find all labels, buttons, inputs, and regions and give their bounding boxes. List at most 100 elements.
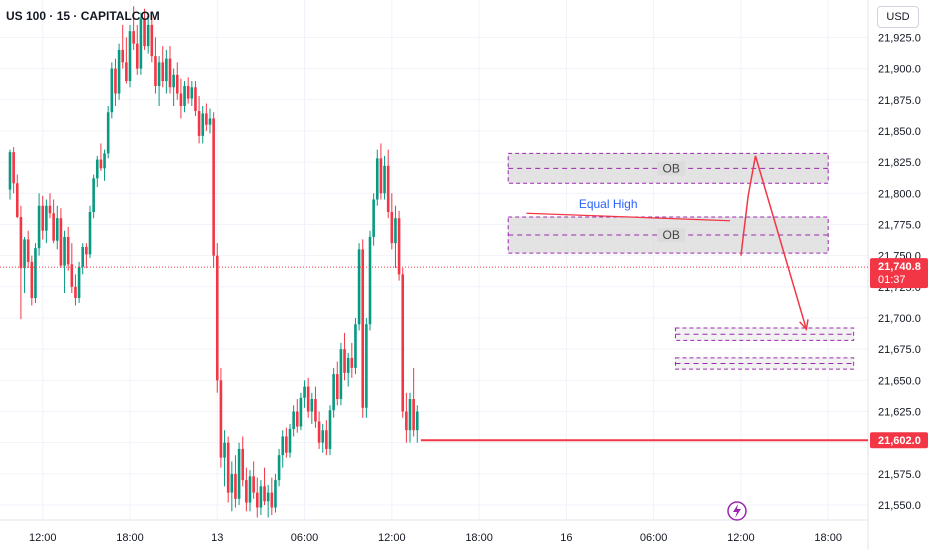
candle-body (34, 248, 37, 299)
candle-body (157, 62, 161, 87)
candle-body (317, 421, 321, 443)
candle-body (92, 178, 95, 212)
candle-body (106, 112, 110, 154)
equal-high-line (526, 212, 731, 222)
candle-body (175, 74, 179, 94)
candle-body (288, 428, 292, 453)
candle-body (223, 442, 226, 458)
candle-body (110, 68, 114, 113)
projection-arrowhead (799, 319, 809, 331)
countdown-label: 01:37 (878, 274, 906, 286)
time-tick-label: 12:00 (727, 532, 755, 544)
candle-body (197, 110, 201, 136)
candle-body (186, 86, 190, 99)
zone-label: OB (663, 161, 680, 175)
order-block-zone (674, 357, 855, 370)
candle-body (146, 24, 150, 47)
candle-body (303, 386, 306, 398)
candle-body (328, 410, 332, 449)
candle-body (266, 492, 270, 502)
candle-body (259, 486, 263, 508)
candle-body (354, 324, 357, 368)
candle-body (361, 249, 365, 408)
candle-body (63, 236, 66, 266)
candle-body (77, 266, 81, 299)
candle-body (103, 153, 106, 169)
candle-body (252, 476, 255, 493)
candle-body (397, 218, 401, 275)
candle-body (219, 380, 223, 458)
candle-body (179, 93, 183, 106)
candle-body (150, 24, 154, 57)
currency-button[interactable]: USD (877, 6, 919, 28)
price-tick-label: 21,625.0 (878, 407, 921, 419)
candle-body (412, 399, 415, 431)
candle-body (23, 239, 26, 269)
candle-body (212, 118, 215, 256)
candle-body (135, 43, 139, 69)
symbol-title[interactable]: US 100 · 15 · CAPITALCOM (6, 9, 160, 23)
candle-body (59, 218, 63, 266)
candle-body (241, 448, 245, 481)
price-marker-bg (870, 432, 928, 449)
candle-body (306, 386, 310, 412)
candle-body (128, 31, 132, 82)
equal-high-label: Equal High (579, 197, 638, 211)
candle-body (95, 159, 99, 179)
candle-body (114, 68, 117, 94)
candle-body (81, 246, 85, 267)
candle-body (263, 486, 266, 502)
candle-body (248, 476, 252, 503)
candle-body (325, 430, 328, 449)
candle-body (48, 205, 52, 214)
candle-body (26, 239, 30, 262)
candle-body (15, 183, 19, 217)
candle-body (37, 205, 41, 249)
candle-body (339, 349, 343, 400)
candle-body (285, 436, 288, 453)
price-marker-label: 21,740.8 (878, 261, 921, 273)
order-block-zone (674, 327, 855, 341)
candle-body (45, 205, 48, 231)
candle-body (190, 87, 194, 99)
candle-body (415, 411, 419, 431)
candle-body (350, 357, 354, 368)
candle-body (226, 442, 230, 493)
candle-body (237, 448, 241, 499)
time-tick-label: 18:00 (814, 532, 842, 544)
candle-body (55, 218, 59, 241)
price-tick-label: 21,700.0 (878, 313, 921, 325)
candle-body (201, 113, 205, 136)
price-tick-label: 21,900.0 (878, 64, 921, 76)
candle-body (408, 399, 412, 431)
candle-body (343, 349, 346, 373)
candle-body (379, 158, 383, 194)
candle-body (390, 211, 394, 244)
price-tick-label: 21,825.0 (878, 157, 921, 169)
candle-body (125, 62, 128, 82)
candle-body (41, 205, 45, 231)
price-marker-bg (870, 258, 928, 289)
candle-body (12, 152, 15, 184)
candle-body (194, 87, 197, 111)
candle-body (121, 49, 125, 63)
candle-body (168, 58, 172, 88)
price-tick-label: 21,925.0 (878, 32, 921, 44)
candle-body (368, 236, 372, 325)
time-tick-label: 13 (211, 532, 223, 544)
time-tick-label: 16 (560, 532, 572, 544)
candle-body (132, 31, 135, 44)
candle-body (274, 480, 277, 508)
candle-body (255, 492, 259, 508)
candle-body (215, 255, 219, 381)
candle-body (383, 165, 386, 194)
candle-body (30, 261, 34, 299)
zone-label-bg (657, 161, 686, 176)
candle-body (386, 165, 390, 212)
candle-body (117, 49, 121, 94)
price-tick-label: 21,675.0 (878, 344, 921, 356)
candle-body (292, 411, 295, 429)
candle-body (401, 274, 405, 412)
